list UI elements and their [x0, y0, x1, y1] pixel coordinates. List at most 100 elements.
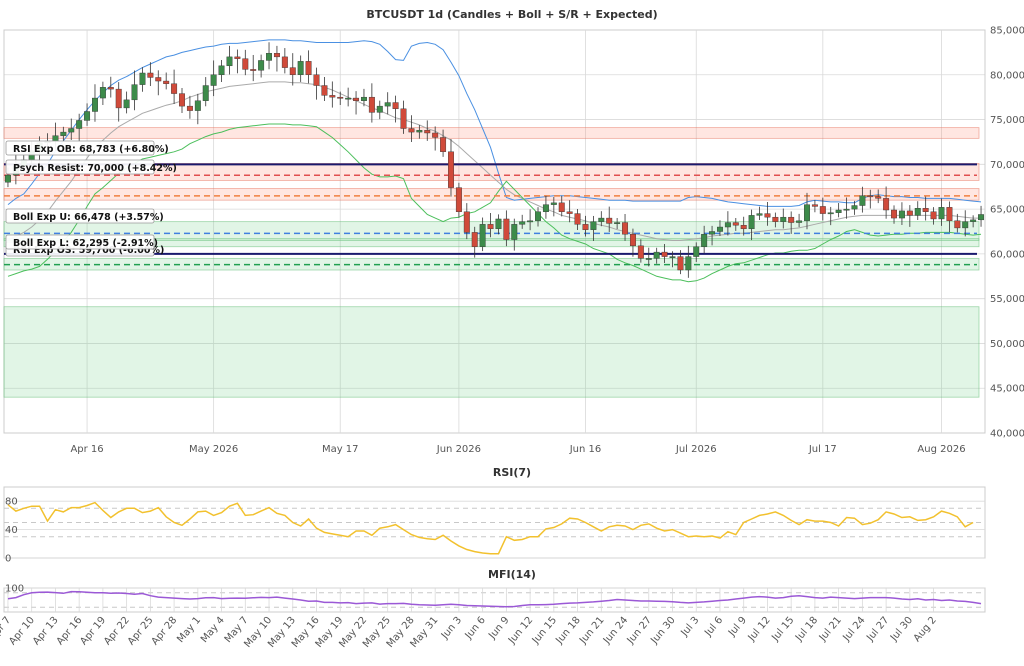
candle-down	[147, 72, 154, 78]
candle-down	[946, 207, 953, 221]
candle-down	[891, 209, 897, 219]
main-y-tick-label: 65,000	[990, 205, 1024, 216]
bollinger-lower-line	[7, 123, 982, 283]
candle-down	[400, 108, 407, 129]
main-y-tick-label: 45,000	[990, 384, 1024, 395]
candle-down	[163, 80, 170, 84]
candle-down	[930, 211, 937, 220]
main-y-tick-label: 80,000	[990, 70, 1024, 81]
candle-down	[305, 61, 312, 75]
mfi-series	[7, 590, 982, 608]
expected-levels	[4, 163, 977, 266]
main-x-tick-label: Jul 17	[808, 444, 837, 455]
candle-down	[171, 83, 178, 94]
bollinger-bands	[7, 39, 982, 283]
candle-up	[693, 246, 700, 257]
candle-up	[827, 212, 834, 215]
candle-down	[455, 187, 462, 212]
candle-up	[194, 100, 201, 111]
rsi-chart-title: RSI(7)	[493, 466, 531, 479]
candle-up	[978, 214, 985, 221]
candle-down	[677, 256, 684, 271]
candle-down	[242, 58, 249, 70]
candle-up	[84, 111, 91, 121]
candle-up	[835, 209, 842, 213]
candle-down	[811, 204, 818, 207]
candle-down	[819, 206, 826, 214]
main-y-tick-label: 60,000	[990, 249, 1024, 260]
main-y-tick-label: 40,000	[990, 429, 1024, 440]
candle-up	[898, 210, 905, 219]
candle-up	[519, 221, 526, 225]
candle-up	[258, 60, 265, 71]
candle-up	[495, 218, 502, 230]
candle-down	[281, 56, 288, 68]
candle-down	[906, 210, 913, 216]
candle-down	[234, 56, 241, 59]
mfi-y-axis: 100	[5, 584, 24, 595]
candle-down	[566, 211, 573, 214]
candle-down	[250, 69, 257, 71]
mfi-grid	[3, 587, 986, 613]
candle-down	[337, 96, 344, 99]
candle-down	[788, 216, 795, 223]
candle-up	[938, 207, 945, 220]
candle-down	[582, 224, 589, 230]
candle-down	[740, 225, 747, 230]
candle-down	[954, 220, 961, 229]
rsi-y-tick-label: 40	[5, 525, 18, 536]
bollinger-upper-line	[7, 39, 982, 207]
rsi-y-axis: 0 40 80	[5, 497, 18, 565]
candle-up	[202, 85, 209, 101]
candle-down	[408, 128, 415, 133]
main-y-tick-label: 75,000	[990, 115, 1024, 126]
candle-up	[99, 87, 106, 99]
resistance-zone	[3, 127, 980, 139]
candle-up	[131, 84, 138, 101]
candle-down	[637, 245, 644, 259]
main-x-tick-label: Jun 2026	[436, 444, 481, 455]
candle-up	[384, 102, 391, 107]
candle-down	[922, 208, 929, 212]
support-zone	[3, 221, 980, 241]
candle-down	[155, 77, 162, 82]
main-x-tick-label: May 2026	[189, 444, 238, 455]
candle-up	[542, 204, 549, 212]
support-zone	[3, 257, 980, 271]
main-grid	[3, 29, 986, 434]
resistance-zone	[3, 188, 980, 201]
level-annotation-label: Psych Resist: 70,000 (+8.42%)	[13, 163, 177, 174]
main-x-tick-label: Apr 16	[70, 444, 103, 455]
candle-up	[527, 220, 534, 223]
candle-up	[416, 130, 423, 133]
candle-up	[653, 251, 660, 259]
level-annotation-label: Boll Exp U: 66,478 (+3.57%)	[13, 212, 164, 223]
candle-up	[139, 72, 146, 85]
candle-up	[4, 174, 11, 183]
candle-down	[503, 218, 510, 240]
candle-up	[962, 221, 969, 229]
candle-down	[273, 53, 280, 58]
candle-up	[685, 256, 692, 271]
candle-up	[851, 205, 858, 210]
candle-down	[661, 251, 668, 257]
candle-down	[574, 213, 581, 225]
level-annotation-label: RSI Exp OB: 68,783 (+6.80%)	[13, 144, 169, 155]
candle-down	[368, 96, 375, 113]
level-annotations: RSI Exp OB: 68,783 (+6.80%) Psych Resist:…	[5, 140, 177, 257]
candle-down	[772, 216, 779, 222]
rsi-line	[7, 501, 974, 555]
candle-down	[115, 88, 122, 109]
main-y-tick-label: 55,000	[990, 294, 1024, 305]
candle-down	[329, 95, 336, 98]
level-annotation-box	[5, 140, 155, 156]
candle-up	[701, 233, 708, 247]
candle-up	[123, 99, 130, 109]
candle-down	[463, 211, 470, 233]
candle-up	[479, 224, 486, 247]
candle-up	[266, 53, 272, 61]
rsi-y-tick-label: 0	[5, 554, 11, 565]
sr-zones	[3, 127, 980, 398]
